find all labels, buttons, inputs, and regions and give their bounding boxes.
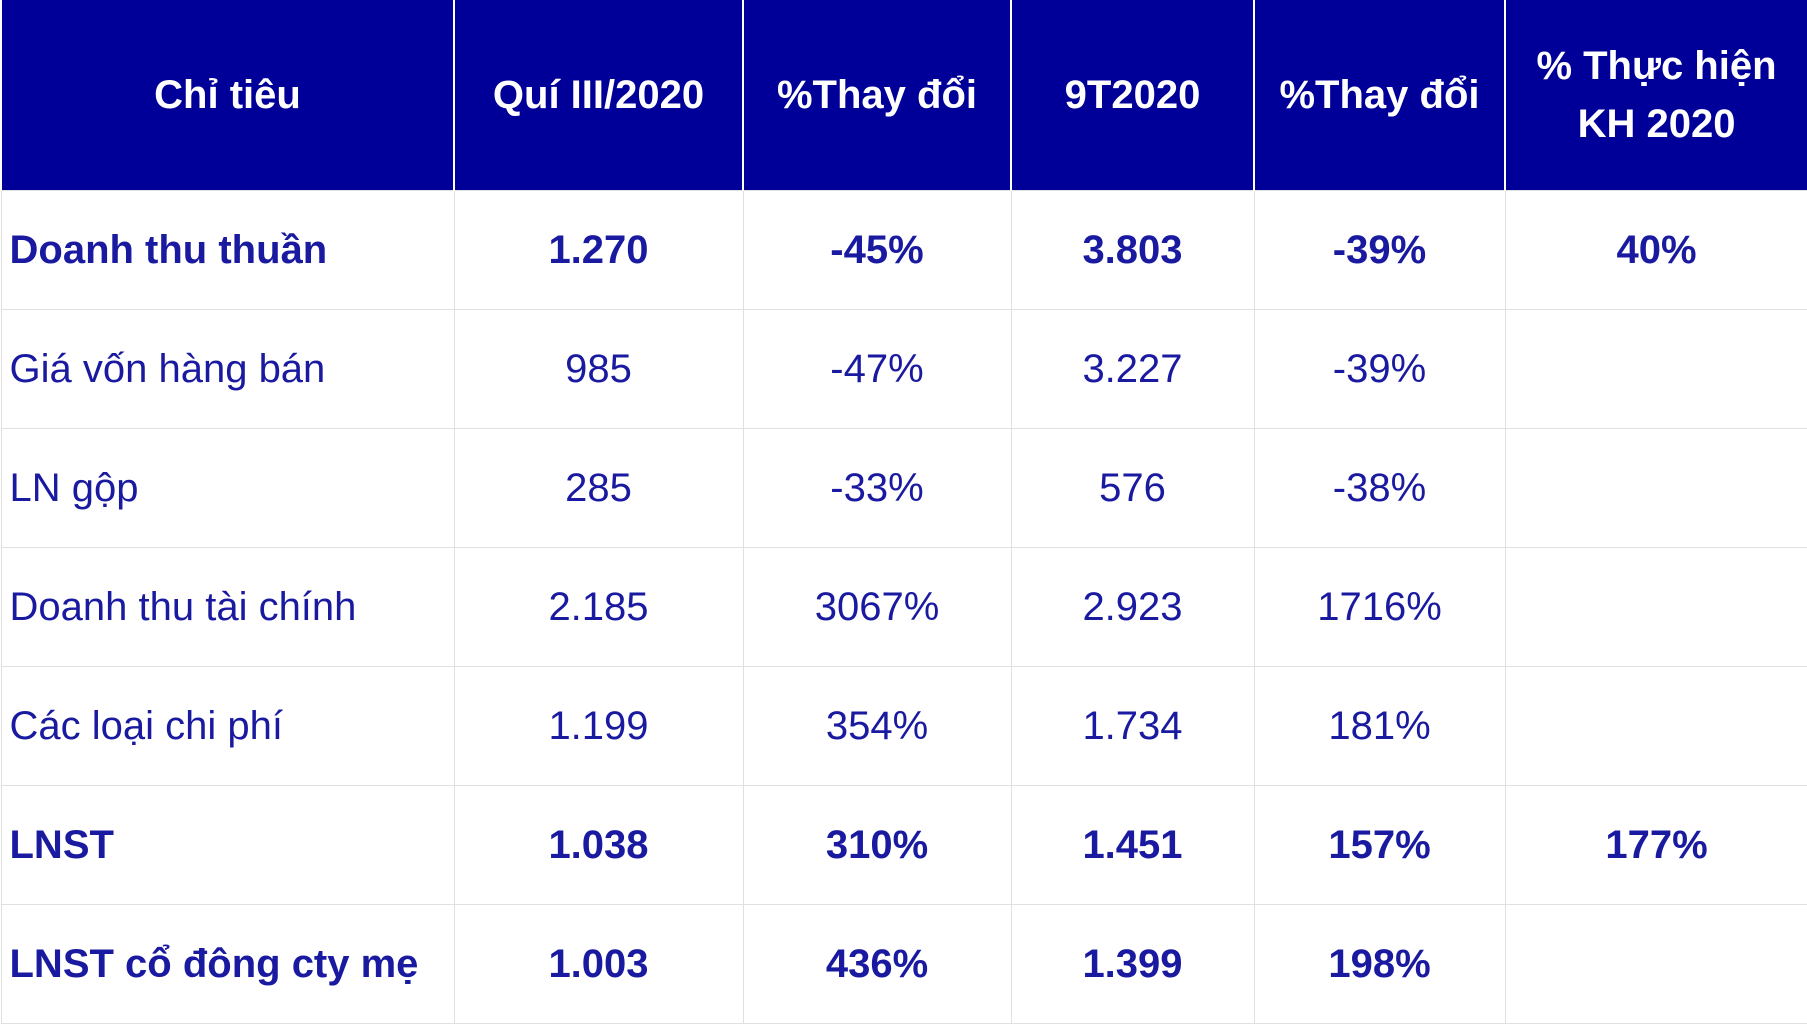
table-header: Chỉ tiêu Quí III/2020 %Thay đổi 9T2020 %Thay… bbox=[0, 0, 1807, 191]
cell: 354% bbox=[742, 666, 1012, 786]
table-row: LN gộp 285 -33% 576 -38% bbox=[0, 428, 1807, 548]
header-cell: Chỉ tiêu bbox=[0, 0, 455, 191]
table-row: Giá vốn hàng bán 985 -47% 3.227 -39% bbox=[0, 309, 1807, 429]
table-row: Các loại chi phí 1.199 354% 1.734 181% bbox=[0, 666, 1807, 786]
row-label: Doanh thu tài chính bbox=[0, 547, 455, 667]
row-label: LN gộp bbox=[0, 428, 455, 548]
header-cell: %Thay đổi bbox=[1253, 0, 1506, 191]
cell: 285 bbox=[453, 428, 744, 548]
cell: 436% bbox=[742, 904, 1012, 1024]
table-row: Doanh thu tài chính 2.185 3067% 2.923 1716% bbox=[0, 547, 1807, 667]
cell: -39% bbox=[1253, 190, 1506, 310]
cell: 3.803 bbox=[1010, 190, 1255, 310]
cell: 576 bbox=[1010, 428, 1255, 548]
cell: 198% bbox=[1253, 904, 1506, 1024]
cell: -33% bbox=[742, 428, 1012, 548]
header-line: % Thực hiện bbox=[1536, 44, 1777, 88]
cell: 157% bbox=[1253, 785, 1506, 905]
cell: 181% bbox=[1253, 666, 1506, 786]
header-cell: % Thực hiện KH 2020 bbox=[1504, 0, 1807, 191]
header-row: Chỉ tiêu Quí III/2020 %Thay đổi 9T2020 %Thay… bbox=[0, 0, 1807, 191]
header-cell: %Thay đổi bbox=[742, 0, 1012, 191]
row-label: Các loại chi phí bbox=[0, 666, 455, 786]
cell: 310% bbox=[742, 785, 1012, 905]
cell: 2.923 bbox=[1010, 547, 1255, 667]
cell: -38% bbox=[1253, 428, 1506, 548]
header-cell: 9T2020 bbox=[1010, 0, 1255, 191]
cell: -45% bbox=[742, 190, 1012, 310]
cell: 1.270 bbox=[453, 190, 744, 310]
cell: 985 bbox=[453, 309, 744, 429]
cell: 1.038 bbox=[453, 785, 744, 905]
row-label: LNST bbox=[0, 785, 455, 905]
cell bbox=[1504, 666, 1807, 786]
cell: 177% bbox=[1504, 785, 1807, 905]
header-cell: Quí III/2020 bbox=[453, 0, 744, 191]
row-label: Giá vốn hàng bán bbox=[0, 309, 455, 429]
cell: 1.399 bbox=[1010, 904, 1255, 1024]
table-row: LNST 1.038 310% 1.451 157% 177% bbox=[0, 785, 1807, 905]
cell: 3.227 bbox=[1010, 309, 1255, 429]
cell: 40% bbox=[1504, 190, 1807, 310]
cell: 2.185 bbox=[453, 547, 744, 667]
cell: 3067% bbox=[742, 547, 1012, 667]
cell: -47% bbox=[742, 309, 1012, 429]
cell bbox=[1504, 547, 1807, 667]
header-line: KH 2020 bbox=[1577, 102, 1736, 146]
table-row: Doanh thu thuần 1.270 -45% 3.803 -39% 40% bbox=[0, 190, 1807, 310]
cell: 1.734 bbox=[1010, 666, 1255, 786]
cell bbox=[1504, 428, 1807, 548]
table-body: Doanh thu thuần 1.270 -45% 3.803 -39% 40% Giá … bbox=[0, 190, 1807, 1024]
cell bbox=[1504, 309, 1807, 429]
row-label: Doanh thu thuần bbox=[0, 190, 455, 310]
cell: -39% bbox=[1253, 309, 1506, 429]
cell: 1716% bbox=[1253, 547, 1506, 667]
cell: 1.451 bbox=[1010, 785, 1255, 905]
cell: 1.003 bbox=[453, 904, 744, 1024]
table-row: LNST cổ đông cty mẹ 1.003 436% 1.399 198% bbox=[0, 904, 1807, 1024]
cell: 1.199 bbox=[453, 666, 744, 786]
cell bbox=[1504, 904, 1807, 1024]
row-label: LNST cổ đông cty mẹ bbox=[0, 904, 455, 1024]
